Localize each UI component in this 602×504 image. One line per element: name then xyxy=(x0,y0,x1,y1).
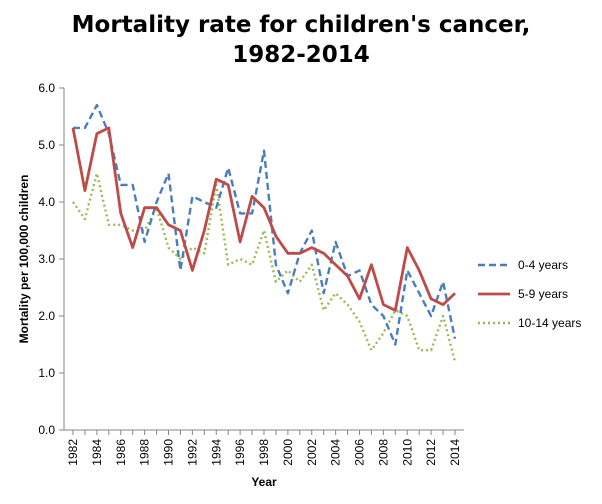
series-line-0-4-years xyxy=(73,103,457,346)
x-tick-label: 1992 xyxy=(185,439,199,466)
y-tick-label: 3.0 xyxy=(38,252,55,266)
y-axis-title: Mortality per 100,000 children xyxy=(17,175,31,344)
x-tick-label: 1982 xyxy=(66,439,80,466)
x-tick-label: 2008 xyxy=(376,439,390,466)
x-tick-label: 2000 xyxy=(281,439,295,466)
x-axis-title: Year xyxy=(251,475,277,489)
x-tick-label: 2004 xyxy=(329,439,343,466)
y-axis-ticks: 0.0 1.0 2.0 3.0 4.0 5.0 6.0 xyxy=(38,81,64,437)
y-tick-label: 0.0 xyxy=(38,423,55,437)
x-tick-label: 1998 xyxy=(257,439,271,466)
y-tick-label: 2.0 xyxy=(38,309,55,323)
y-tick-label: 5.0 xyxy=(38,138,55,152)
y-tick-label: 6.0 xyxy=(38,81,55,95)
x-tick-label: 2006 xyxy=(353,439,367,466)
y-tick-label: 4.0 xyxy=(38,195,55,209)
x-tick-label: 1986 xyxy=(114,439,128,466)
series-lines xyxy=(71,103,457,362)
series-line-5-9-years xyxy=(71,126,456,312)
x-tick-label: 1988 xyxy=(138,439,152,466)
x-tick-label: 2014 xyxy=(448,439,462,466)
legend: 0-4 years 5-9 years 10-14 years xyxy=(478,258,581,330)
x-tick-label: 1990 xyxy=(162,439,176,466)
x-tick-label: 2010 xyxy=(400,439,414,466)
x-tick-label: 1984 xyxy=(90,439,104,466)
legend-label: 10-14 years xyxy=(518,316,581,330)
x-tick-label: 1996 xyxy=(233,439,247,466)
x-tick-label: 2012 xyxy=(424,439,438,466)
x-axis-ticks: 1982 1984 1986 1988 1990 1992 1994 1996 1998 2000… xyxy=(66,430,462,466)
chart-title-line-2: 1982-2014 xyxy=(232,42,370,68)
legend-label: 0-4 years xyxy=(518,258,568,272)
chart-title-line-1: Mortality rate for children's cancer, xyxy=(71,12,531,38)
x-tick-label: 2002 xyxy=(305,439,319,466)
x-tick-label: 1994 xyxy=(209,439,223,466)
legend-label: 5-9 years xyxy=(518,287,568,301)
y-tick-label: 1.0 xyxy=(38,366,55,380)
series-line-10-14-years xyxy=(72,172,457,362)
